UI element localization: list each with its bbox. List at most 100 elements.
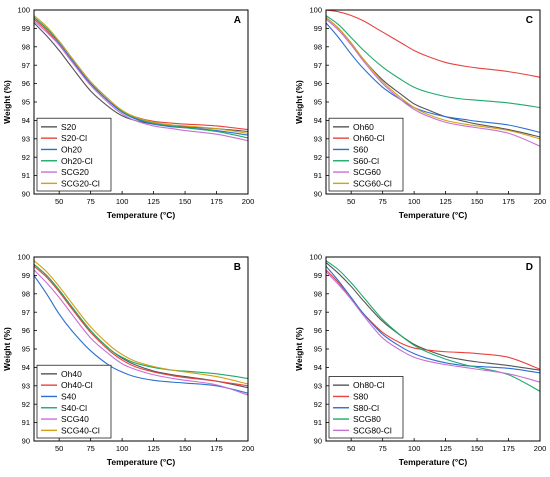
series-group (34, 15, 248, 142)
series-line-s60-cl (326, 15, 540, 109)
y-tick-label: 90 (314, 437, 322, 446)
panel-letter: A (234, 15, 241, 26)
legend-label: Oh40-Cl (61, 380, 93, 390)
x-tick-label: 125 (147, 444, 160, 453)
legend-label: S20 (61, 122, 76, 132)
x-tick-label: 100 (116, 197, 129, 206)
y-tick-label: 99 (314, 24, 322, 33)
legend-label: S40 (61, 391, 76, 401)
x-axis-title: Temperature (°C) (107, 457, 176, 467)
x-tick-label: 50 (55, 444, 63, 453)
legend-label: SCG80-Cl (353, 425, 392, 435)
legend-label: SCG20-Cl (61, 178, 100, 188)
series-line-oh20 (34, 16, 248, 136)
y-tick-label: 95 (314, 98, 322, 107)
legend-label: S80-Cl (353, 403, 379, 413)
x-axis-title: Temperature (°C) (399, 210, 468, 220)
x-tick-label: 175 (502, 197, 515, 206)
legend-label: S80 (353, 391, 368, 401)
y-tick-label: 98 (314, 289, 322, 298)
y-tick-label: 90 (314, 190, 322, 199)
legend-label: Oh20 (61, 144, 82, 154)
y-tick-label: 94 (22, 116, 30, 125)
x-tick-label: 75 (86, 197, 94, 206)
y-tick-label: 93 (22, 381, 30, 390)
series-group (34, 260, 248, 396)
x-axis-title: Temperature (°C) (107, 210, 176, 220)
y-axis-title: Weight (%) (294, 327, 304, 371)
x-tick-label: 50 (55, 197, 63, 206)
x-tick-label: 200 (242, 444, 255, 453)
series-line-scg20-cl (34, 15, 248, 134)
series-line-s80-cl (326, 265, 540, 374)
series-line-scg20 (34, 20, 248, 142)
x-tick-label: 50 (347, 197, 355, 206)
y-tick-label: 92 (314, 400, 322, 409)
x-tick-label: 75 (378, 444, 386, 453)
legend-label: SCG60-Cl (353, 178, 392, 188)
legend-label: SCG40-Cl (61, 425, 100, 435)
y-tick-label: 91 (22, 171, 30, 180)
legend-label: S60 (353, 144, 368, 154)
x-tick-label: 75 (86, 444, 94, 453)
y-tick-label: 93 (314, 134, 322, 143)
legend-box (36, 117, 112, 192)
series-line-scg80 (326, 260, 540, 392)
legend-label: Oh20-Cl (61, 156, 93, 166)
y-tick-label: 96 (22, 79, 30, 88)
panel-b: 90 91 92 93 94 95 96 97 98 99 100 50 75 100 125 150 175 2… (2, 253, 254, 467)
x-tick-label: 200 (534, 197, 547, 206)
x-tick-label: 200 (534, 444, 547, 453)
y-tick-label: 97 (22, 61, 30, 70)
y-axis-title: Weight (%) (2, 80, 12, 124)
series-group (326, 10, 540, 147)
x-tick-label: 125 (147, 197, 160, 206)
y-tick-label: 94 (314, 363, 322, 372)
x-tick-label: 125 (439, 444, 452, 453)
y-tick-label: 100 (17, 6, 30, 15)
y-tick-label: 92 (22, 400, 30, 409)
x-tick-label: 150 (179, 444, 192, 453)
x-tick-label: 150 (471, 197, 484, 206)
panel-c: 90 91 92 93 94 95 96 97 98 99 100 50 75 100 125 150 175 2… (294, 6, 546, 220)
legend-label: SCG60 (353, 167, 381, 177)
y-tick-label: 100 (309, 253, 322, 262)
legend-label: S60-Cl (353, 156, 379, 166)
y-tick-label: 100 (17, 253, 30, 262)
series-line-s20-cl (34, 18, 248, 131)
y-tick-label: 90 (22, 437, 30, 446)
legend-label: S20-Cl (61, 133, 87, 143)
series-line-scg40-cl (34, 260, 248, 385)
y-tick-label: 97 (314, 61, 322, 70)
y-axis-title: Weight (%) (294, 80, 304, 124)
y-tick-label: 99 (22, 24, 30, 33)
y-tick-label: 99 (22, 271, 30, 280)
legend-label: Oh80-Cl (353, 380, 385, 390)
y-tick-label: 95 (22, 345, 30, 354)
y-tick-label: 96 (314, 326, 322, 335)
x-tick-label: 175 (210, 444, 223, 453)
legend-label: S40-Cl (61, 403, 87, 413)
y-tick-label: 97 (22, 308, 30, 317)
series-line-scg60-cl (326, 16, 540, 140)
series-line-s20 (34, 22, 248, 132)
panel-d: 90 91 92 93 94 95 96 97 98 99 100 50 75 100 125 150 175 2… (294, 253, 546, 467)
legend-label: Oh60 (353, 122, 374, 132)
legend-label: Oh60-Cl (353, 133, 385, 143)
series-line-oh40-cl (34, 265, 248, 387)
y-tick-label: 93 (22, 134, 30, 143)
y-tick-label: 90 (22, 190, 30, 199)
panel-letter: B (234, 262, 241, 273)
y-tick-label: 91 (314, 171, 322, 180)
series-line-scg40 (34, 269, 248, 396)
x-tick-label: 125 (439, 197, 452, 206)
legend-label: SCG40 (61, 414, 89, 424)
y-tick-label: 100 (309, 6, 322, 15)
y-tick-label: 98 (22, 289, 30, 298)
x-tick-label: 100 (408, 197, 421, 206)
series-line-scg60 (326, 18, 540, 147)
legend-label: SCG80 (353, 414, 381, 424)
